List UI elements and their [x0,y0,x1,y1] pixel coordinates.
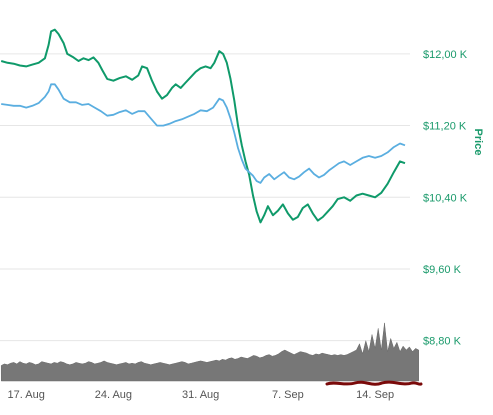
y-tick-label: $9,60 K [423,264,462,276]
series-line-1 [0,28,406,224]
gridlines [0,53,410,342]
red-scribble-mark [325,380,423,386]
y-axis-ticks: $12,00 K $11,20 K $10,40 K $9,60 K $8,80 K [423,49,468,348]
x-tick-label: 17. Aug [8,389,45,401]
x-tick-label: 14. Sep [356,389,394,401]
x-tick-label: 24. Aug [95,389,132,401]
y-tick-label: $8,80 K [423,336,462,348]
y-tick-label: $11,20 K [423,121,467,133]
volume-area-path [0,322,419,382]
x-tick-label: 31. Aug [182,389,219,401]
series-line-2 [1,83,406,184]
volume-area [0,322,419,382]
y-tick-label: $10,40 K [423,192,468,204]
y-axis-label: Price [472,129,484,156]
y-tick-label: $12,00 K [423,49,468,61]
x-axis-ticks: 17. Aug 24. Aug 31. Aug 7. Sep 14. Sep [8,389,395,401]
x-tick-label: 7. Sep [272,389,304,401]
price-lines [0,28,406,224]
